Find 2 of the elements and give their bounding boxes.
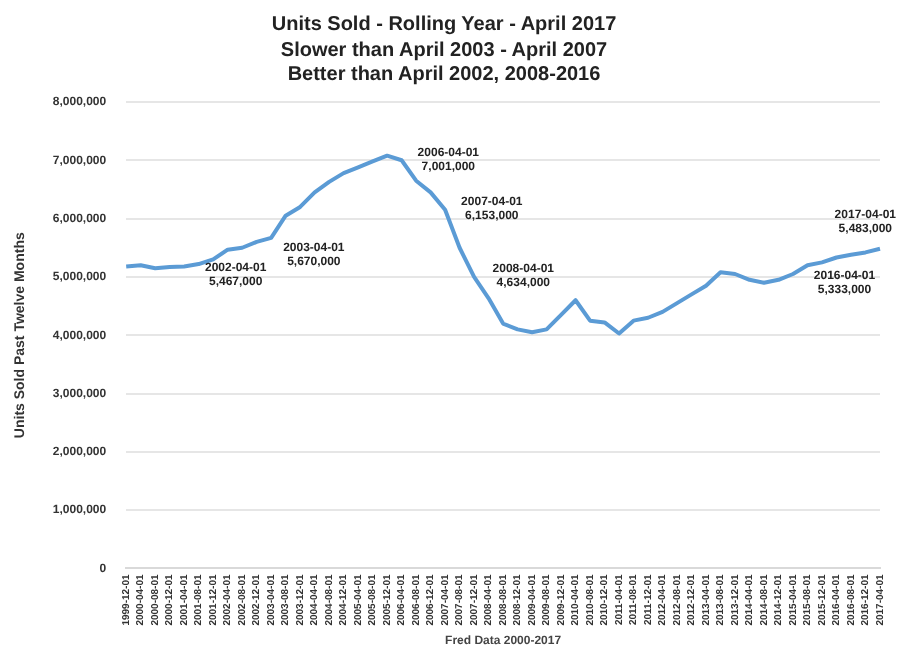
chart-title: Units Sold - Rolling Year - April 2017 xyxy=(271,13,618,36)
chart-subtitle: Slower than April 2003 - April 2007 Better than April 2002, 2008-2016 xyxy=(280,39,609,86)
